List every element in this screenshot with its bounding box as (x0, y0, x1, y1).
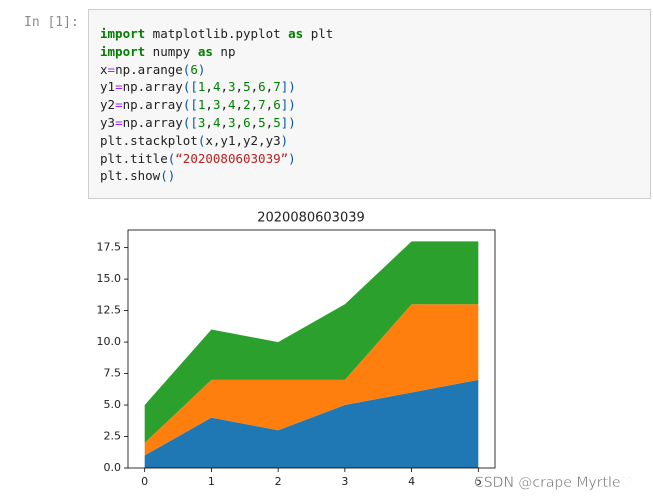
y-tick-label: 5.0 (104, 398, 122, 411)
chart-title: 2020080603039 (257, 211, 365, 226)
y-tick-label: 15.0 (97, 272, 122, 285)
code-line: y2=np.array([1,3,4,2,7,6]) (100, 97, 296, 113)
code-line: y1=np.array([1,4,3,5,6,7]) (100, 79, 296, 95)
x-tick-label: 1 (208, 475, 215, 488)
axes-frame (127, 229, 496, 469)
watermark: CSDN @crape Myrtle♡ (474, 475, 633, 491)
code-line: import matplotlib.pyplot as plt (100, 26, 334, 41)
x-tick-label: 0 (141, 475, 148, 488)
code-line: y3=np.array([3,4,3,6,5,5]) (100, 114, 296, 130)
chart: 2020080603039 0.0 2.5 5.0 7.5 10.0 12.5 15.0 17… (97, 211, 634, 492)
code-line: plt.show() (100, 168, 176, 184)
y-tick-label: 0.0 (104, 461, 122, 474)
y-tick-label: 7.5 (104, 367, 122, 380)
code-line: import numpy as np (100, 43, 236, 59)
code-line: plt.stackplot(x,y1,y2,y3) (100, 132, 289, 148)
x-tick-label: 5 (475, 475, 482, 488)
code-line: x=np.arange(6) (100, 61, 206, 77)
y-tick-label: 10.0 (97, 335, 122, 348)
code-block: import matplotlib.pyplot as plt import nu… (100, 25, 333, 185)
y-tick-label: 17.5 (97, 241, 122, 254)
cell-prompt: In [1]: (24, 15, 79, 30)
area (144, 379, 479, 468)
x-tick-label: 4 (408, 475, 415, 488)
x-tick-label: 2 (275, 475, 282, 488)
area (144, 304, 479, 456)
y-tick-label: 2.5 (104, 430, 122, 443)
code-line: plt.title(“2020080603039”) (100, 150, 296, 166)
code-cell[interactable]: import matplotlib.pyplot as plt import nu… (88, 9, 651, 199)
y-tick-label: 12.5 (97, 304, 122, 317)
area (144, 241, 479, 443)
x-tick-label: 3 (341, 475, 348, 488)
